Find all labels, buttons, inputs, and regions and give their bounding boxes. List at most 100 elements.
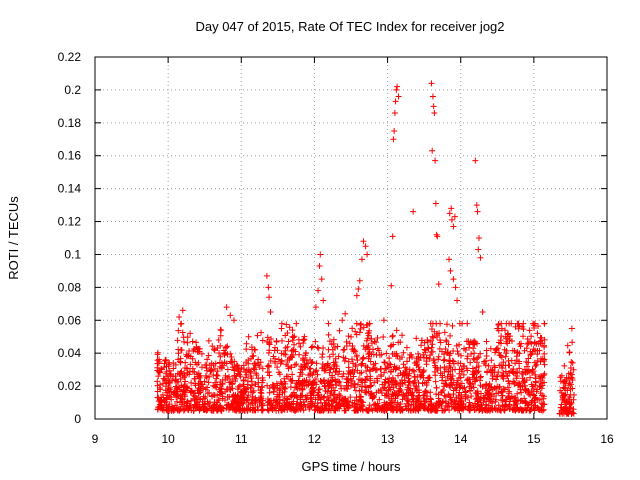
y-tick-label: 0.02: [58, 379, 82, 393]
data-point: [341, 402, 348, 409]
data-point: [289, 371, 296, 378]
data-point: [284, 343, 291, 350]
data-point: [325, 396, 332, 403]
data-point: [569, 339, 576, 346]
data-point: [156, 356, 163, 363]
data-point: [453, 387, 460, 394]
data-point: [248, 375, 255, 382]
data-point: [211, 365, 218, 372]
data-point: [205, 352, 212, 359]
data-point: [344, 398, 351, 405]
data-point: [422, 347, 429, 354]
data-point: [335, 353, 342, 360]
data-point: [189, 355, 196, 362]
data-point: [429, 93, 436, 100]
data-point: [254, 403, 261, 410]
data-point: [524, 388, 531, 395]
data-point: [430, 103, 437, 110]
data-point: [564, 410, 571, 417]
data-point: [502, 398, 509, 405]
data-point: [527, 392, 534, 399]
data-point: [450, 276, 457, 283]
data-point: [178, 320, 185, 327]
data-point: [251, 406, 258, 413]
data-point: [187, 361, 194, 368]
data-point: [462, 347, 469, 354]
data-point: [370, 346, 377, 353]
data-point: [195, 390, 202, 397]
data-point: [568, 358, 575, 365]
data-point: [317, 251, 324, 258]
data-point: [477, 377, 484, 384]
data-point: [365, 407, 372, 414]
data-point: [390, 366, 397, 373]
data-point: [455, 351, 462, 358]
x-tick-label: 9: [92, 432, 99, 446]
data-point: [444, 373, 451, 380]
data-point: [475, 368, 482, 375]
data-point: [400, 349, 407, 356]
data-point: [429, 147, 436, 154]
data-point: [386, 360, 393, 367]
data-point: [360, 238, 367, 245]
data-point: [415, 364, 422, 371]
data-point: [397, 380, 404, 387]
data-point: [520, 378, 527, 385]
y-tick-label: 0.22: [58, 50, 82, 64]
data-point: [325, 320, 332, 327]
data-point: [217, 326, 224, 333]
data-point: [248, 355, 255, 362]
data-point: [528, 381, 535, 388]
data-point: [290, 398, 297, 405]
data-point: [389, 332, 396, 339]
data-point: [353, 406, 360, 413]
data-point: [463, 338, 470, 345]
data-point: [201, 395, 208, 402]
data-point: [529, 366, 536, 373]
data-point: [324, 388, 331, 395]
data-point: [515, 325, 522, 332]
data-point: [393, 86, 400, 93]
data-point: [393, 327, 400, 334]
data-point: [182, 389, 189, 396]
data-point: [449, 382, 456, 389]
plot-frame: [94, 56, 608, 420]
data-point: [561, 397, 568, 404]
data-point: [530, 346, 537, 353]
data-point: [369, 395, 376, 402]
data-point: [512, 360, 519, 367]
data-point: [359, 355, 366, 362]
data-point: [389, 233, 396, 240]
data-point: [390, 341, 397, 348]
data-point: [266, 398, 273, 405]
data-point: [154, 351, 161, 358]
data-point: [172, 361, 179, 368]
data-point: [245, 392, 252, 399]
grid: [95, 57, 607, 419]
data-point: [183, 402, 190, 409]
data-point: [512, 407, 519, 414]
data-point: [381, 401, 388, 408]
data-point: [252, 395, 259, 402]
data-point: [560, 384, 567, 391]
data-point: [569, 374, 576, 381]
data-point: [283, 373, 290, 380]
data-point: [495, 369, 502, 376]
y-tick-label: 0.08: [58, 280, 82, 294]
data-point: [292, 404, 299, 411]
data-point: [450, 401, 457, 408]
data-point: [265, 406, 272, 413]
data-point: [191, 395, 198, 402]
data-point: [291, 384, 298, 391]
data-point: [275, 356, 282, 363]
data-point: [240, 377, 247, 384]
data-point: [437, 370, 444, 377]
data-point: [449, 366, 456, 373]
data-point: [202, 400, 209, 407]
data-point: [216, 403, 223, 410]
data-point: [389, 333, 396, 340]
data-point: [391, 350, 398, 357]
data-point: [195, 370, 202, 377]
data-point: [473, 202, 480, 209]
data-point: [291, 341, 298, 348]
